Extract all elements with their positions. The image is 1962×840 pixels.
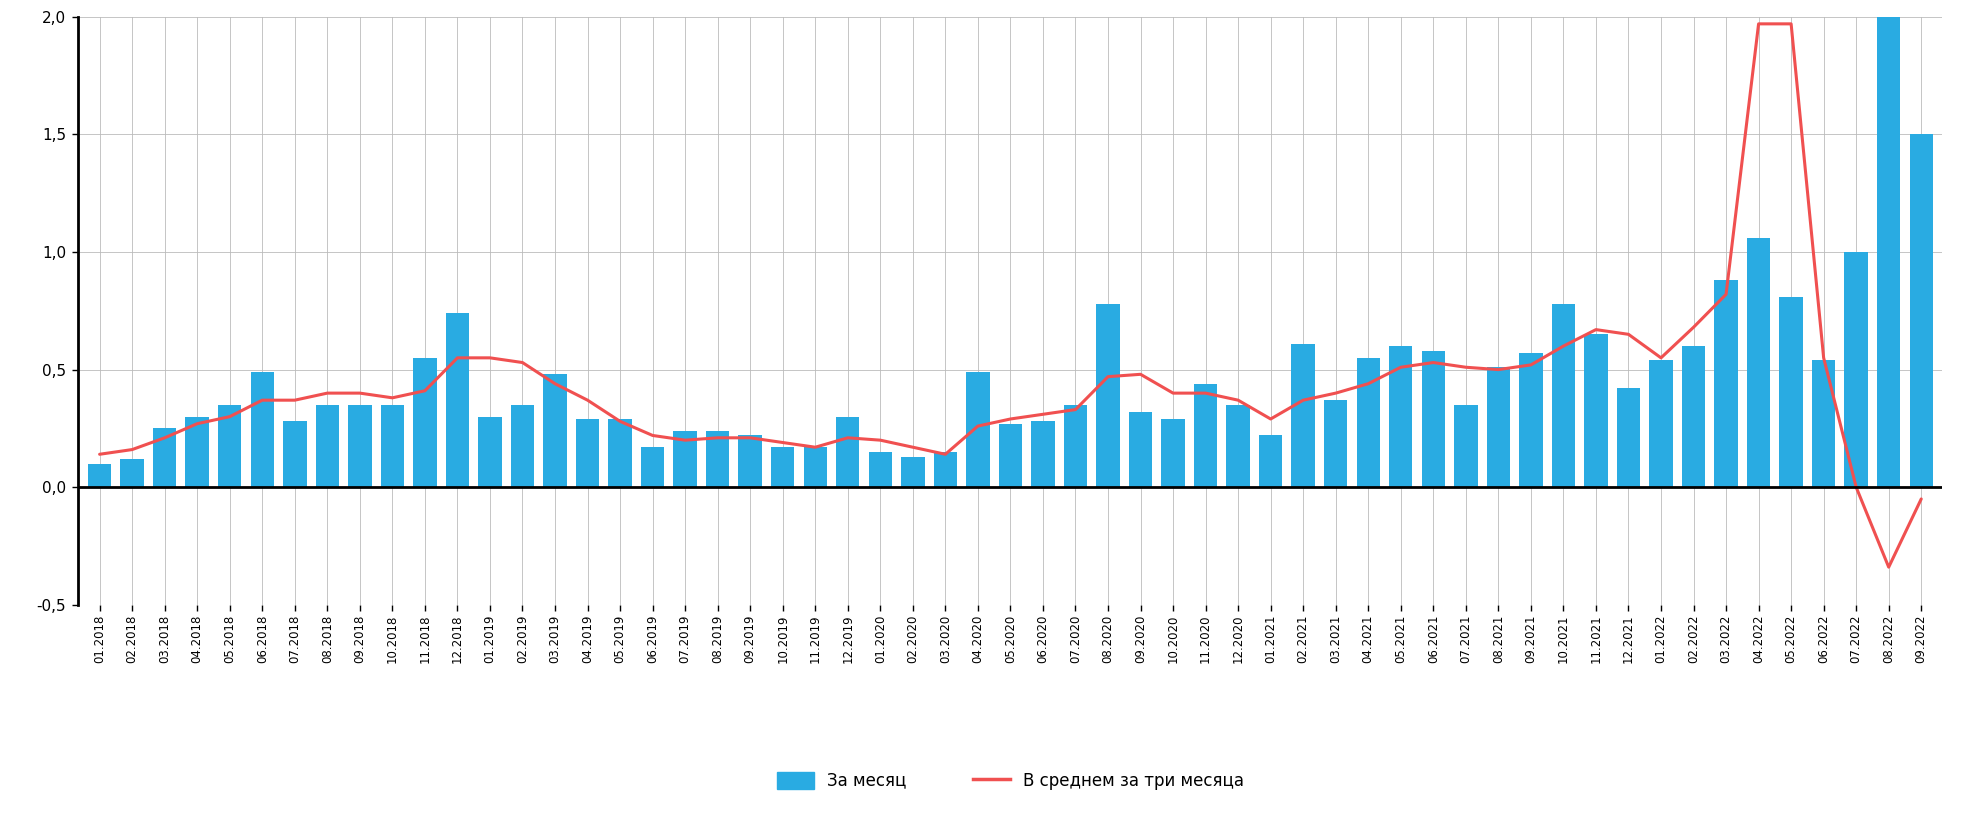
Bar: [738, 435, 761, 487]
Bar: [120, 459, 143, 487]
Bar: [1583, 334, 1607, 487]
Bar: [869, 452, 893, 487]
Bar: [608, 419, 632, 487]
Bar: [510, 405, 534, 487]
Bar: [1356, 358, 1379, 487]
Bar: [1389, 346, 1413, 487]
Bar: [1454, 405, 1477, 487]
Bar: [836, 417, 859, 487]
Bar: [771, 447, 795, 487]
Bar: [347, 405, 371, 487]
Bar: [88, 464, 112, 487]
Bar: [642, 447, 665, 487]
Bar: [445, 313, 469, 487]
Bar: [1195, 384, 1216, 487]
Bar: [251, 372, 275, 487]
Bar: [1813, 360, 1834, 487]
Bar: [706, 431, 730, 487]
Bar: [575, 419, 598, 487]
Bar: [1422, 351, 1446, 487]
Bar: [1681, 346, 1705, 487]
Bar: [543, 375, 567, 487]
Bar: [965, 372, 989, 487]
Bar: [1291, 344, 1315, 487]
Bar: [1032, 422, 1056, 487]
Bar: [1617, 388, 1640, 487]
Bar: [999, 423, 1022, 487]
Bar: [804, 447, 826, 487]
Bar: [1063, 405, 1087, 487]
Bar: [1552, 304, 1575, 487]
Bar: [1650, 360, 1674, 487]
Bar: [218, 405, 241, 487]
Bar: [1780, 297, 1803, 487]
Bar: [1162, 419, 1185, 487]
Bar: [1844, 252, 1868, 487]
Bar: [1260, 435, 1283, 487]
Bar: [381, 405, 404, 487]
Bar: [316, 405, 339, 487]
Bar: [479, 417, 502, 487]
Bar: [153, 428, 177, 487]
Bar: [1487, 367, 1511, 487]
Bar: [1324, 400, 1348, 487]
Bar: [283, 422, 306, 487]
Bar: [1878, 17, 1901, 487]
Bar: [1097, 304, 1120, 487]
Bar: [1715, 281, 1738, 487]
Bar: [1226, 405, 1250, 487]
Bar: [186, 417, 208, 487]
Bar: [934, 452, 957, 487]
Legend: За месяц, В среднем за три месяца: За месяц, В среднем за три месяца: [771, 765, 1250, 796]
Bar: [1519, 353, 1542, 487]
Bar: [673, 431, 697, 487]
Bar: [901, 457, 924, 487]
Bar: [1746, 238, 1770, 487]
Bar: [1909, 134, 1933, 487]
Bar: [414, 358, 438, 487]
Bar: [1128, 412, 1152, 487]
